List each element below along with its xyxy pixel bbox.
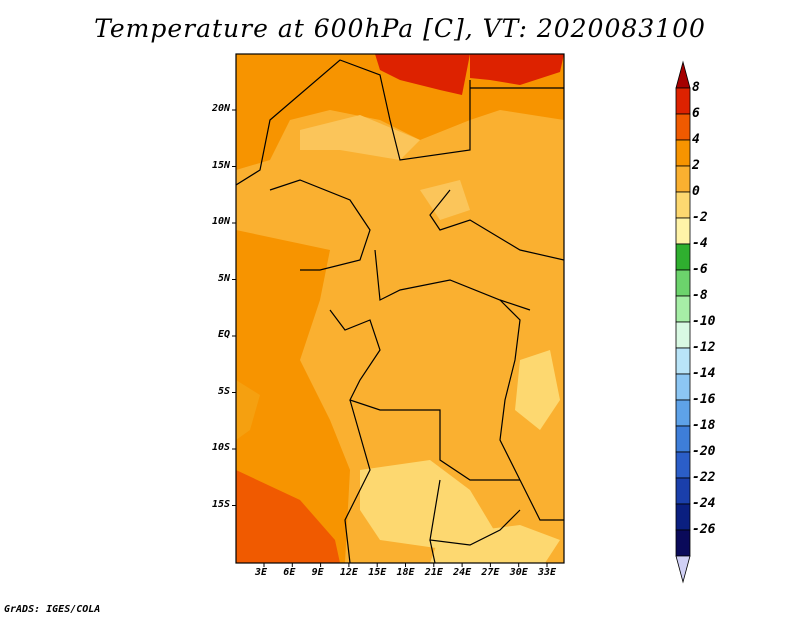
colorbar-swatch (675, 347, 691, 375)
colorbar-level-label: -6 (692, 262, 708, 277)
lat-tick-label: 5S (217, 385, 230, 397)
lat-tick-label: EQ (217, 329, 230, 340)
colorbar-level-label: -10 (692, 314, 716, 329)
temperature-field (236, 54, 564, 563)
colorbar-level-label: 6 (692, 106, 700, 121)
colorbar-swatch (675, 529, 691, 557)
lat-tick-label: 5N (217, 272, 230, 284)
lon-tick-label: 12E (339, 567, 358, 578)
colorbar-swatch (675, 87, 691, 115)
colorbar-swatch (675, 503, 691, 531)
colorbar-max-arrow (675, 60, 691, 89)
lon-tick-label: 3E (255, 567, 268, 578)
colorbar (675, 60, 691, 584)
colorbar-swatch (675, 139, 691, 167)
colorbar-swatch (675, 295, 691, 323)
colorbar-swatch (675, 451, 691, 479)
lon-tick-label: 15E (368, 567, 387, 578)
lat-tick-label: 15S (211, 498, 230, 510)
colorbar-level-label: -24 (692, 496, 716, 511)
colorbar-level-label: 0 (692, 184, 700, 199)
lon-tick-label: 33E (538, 567, 557, 578)
colorbar-swatch (675, 243, 691, 271)
lon-tick-label: 27E (481, 567, 500, 578)
lon-tick-label: 18E (396, 567, 415, 578)
colorbar-level-label: -26 (692, 522, 716, 537)
colorbar-swatch (675, 113, 691, 141)
colorbar-swatch (675, 399, 691, 427)
colorbar-level-label: -8 (692, 288, 708, 303)
colorbar-level-label: -12 (692, 340, 716, 355)
map-frame (235, 53, 565, 564)
lon-tick-label: 6E (283, 567, 296, 578)
map-title: Temperature at 600hPa [C], VT: 202008310… (94, 14, 706, 43)
lon-tick-label: 30E (509, 567, 528, 578)
colorbar-swatch (675, 191, 691, 219)
colorbar-level-label: -18 (692, 418, 716, 433)
colorbar-swatch (675, 321, 691, 349)
colorbar-swatch (675, 269, 691, 297)
credit-text: GrADS: IGES/COLA (4, 604, 101, 615)
colorbar-level-label: -4 (692, 236, 708, 251)
lon-tick-label: 9E (311, 567, 324, 578)
colorbar-swatch (675, 477, 691, 505)
colorbar-level-label: 8 (692, 80, 700, 95)
colorbar-level-label: -20 (692, 444, 716, 459)
lat-tick-label: 10N (211, 216, 230, 227)
colorbar-min-arrow (675, 555, 691, 584)
colorbar-swatch (675, 425, 691, 453)
lat-tick-label: 10S (211, 442, 230, 453)
colorbar-level-label: -2 (692, 210, 708, 225)
colorbar-level-label: -14 (692, 366, 716, 381)
colorbar-level-label: 2 (692, 158, 700, 173)
colorbar-level-label: -16 (692, 392, 716, 407)
lat-tick-label: 15N (211, 159, 230, 171)
colorbar-level-label: -22 (692, 470, 716, 485)
colorbar-level-label: 4 (692, 132, 700, 147)
lat-tick-label: 20N (211, 103, 230, 114)
colorbar-swatch (675, 165, 691, 193)
lon-tick-label: 24E (453, 567, 472, 578)
lon-tick-label: 21E (424, 567, 443, 578)
colorbar-swatch (675, 373, 691, 401)
colorbar-swatch (675, 217, 691, 245)
country-borders (236, 59, 564, 563)
axis-ticks (232, 109, 548, 567)
